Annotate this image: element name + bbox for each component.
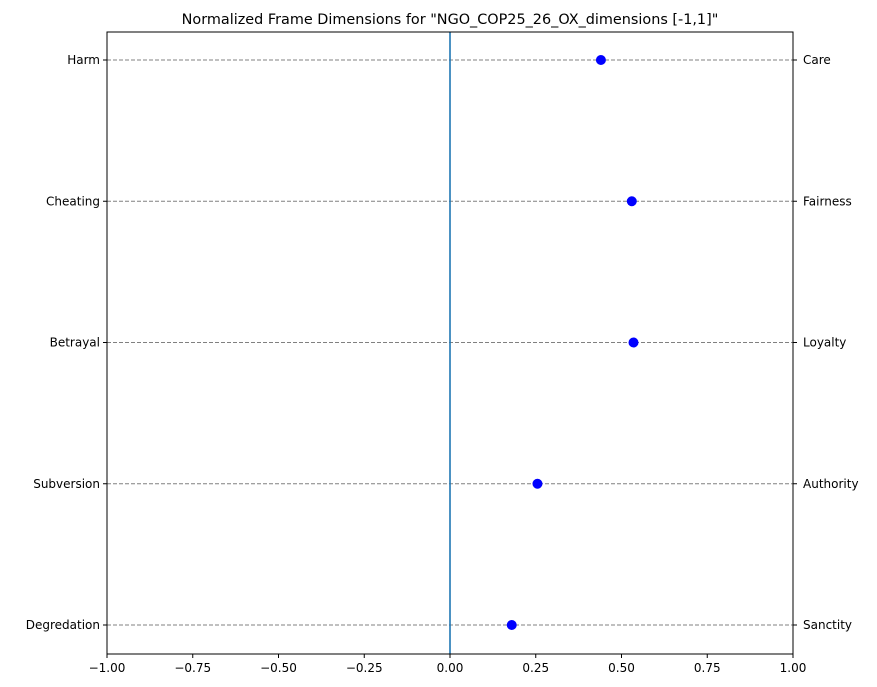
left-tick-label: Degredation bbox=[26, 618, 100, 632]
data-points bbox=[506, 55, 639, 630]
left-tick-label: Subversion bbox=[33, 477, 100, 491]
left-tick-label: Betrayal bbox=[50, 336, 100, 350]
left-tick-label: Harm bbox=[67, 53, 100, 67]
x-tick-label: 1.00 bbox=[780, 661, 807, 675]
chart-title: Normalized Frame Dimensions for "NGO_COP… bbox=[182, 12, 719, 28]
data-point bbox=[628, 337, 639, 348]
x-tick-label: −0.25 bbox=[346, 661, 383, 675]
x-tick-label: 0.25 bbox=[522, 661, 549, 675]
x-tick-label: −1.00 bbox=[89, 661, 126, 675]
x-tick-label: −0.75 bbox=[174, 661, 211, 675]
x-axis: −1.00 −0.75 −0.50 −0.25 0.00 0.25 0.50 0.75 1.00 bbox=[89, 654, 807, 675]
right-tick-label: Sanctity bbox=[803, 618, 852, 632]
data-point bbox=[626, 196, 637, 207]
x-tick-label: −0.50 bbox=[260, 661, 297, 675]
left-axis: Harm Cheating Betrayal Subversion Degredatio… bbox=[26, 53, 107, 632]
right-tick-label: Authority bbox=[803, 477, 859, 491]
right-tick-label: Care bbox=[803, 53, 831, 67]
x-tick-label: 0.75 bbox=[694, 661, 721, 675]
left-tick-label: Cheating bbox=[46, 194, 100, 208]
data-point bbox=[532, 478, 543, 489]
right-tick-label: Fairness bbox=[803, 194, 852, 208]
x-tick-label: 0.00 bbox=[437, 661, 464, 675]
data-point bbox=[506, 620, 517, 630]
right-tick-label: Loyalty bbox=[803, 336, 846, 350]
data-point bbox=[595, 55, 606, 65]
right-axis: Care Fairness Loyalty Authority Sanctity bbox=[793, 53, 859, 632]
x-tick-label: 0.50 bbox=[608, 661, 635, 675]
